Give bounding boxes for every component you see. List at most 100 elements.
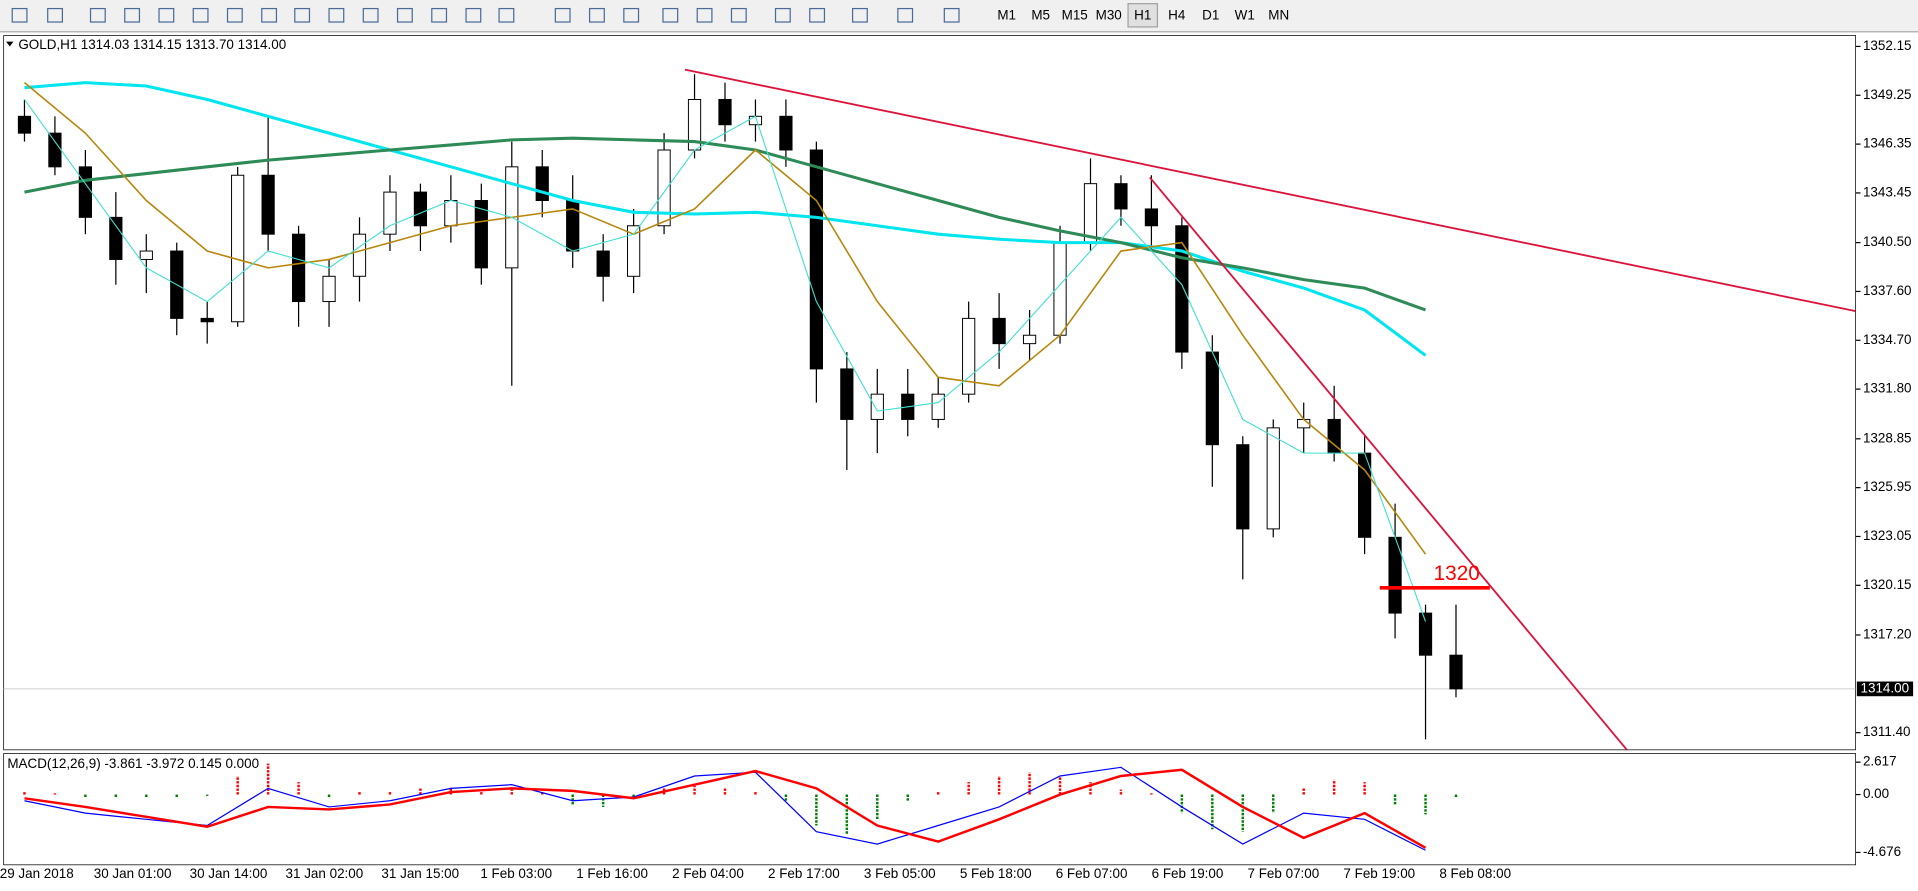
candle-body [78,166,92,218]
timeframe-button[interactable]: H1 [1134,7,1151,22]
candle-body [1449,654,1463,690]
candle-body [1418,612,1433,656]
toolbar-icon [294,7,311,23]
candle-body [535,166,549,202]
y-tick-label: 1337.60 [1863,283,1912,298]
toolbar-icon [431,7,448,23]
toolbar-icon [226,7,243,23]
toolbar-icon [465,7,482,23]
x-tick-label: 2 Feb 04:00 [672,866,744,881]
candle-body [1266,427,1280,530]
y-tick-label: 1325.95 [1863,479,1912,494]
y-tick-label: 1331.80 [1863,381,1912,396]
toolbar-icon [89,7,106,23]
x-tick-label: 30 Jan 14:00 [190,866,268,881]
toolbar-icon [498,7,515,23]
timeframe-button[interactable]: H4 [1168,7,1186,22]
candle-body [291,233,306,303]
candle-body [322,275,336,303]
candle-body [1236,444,1250,530]
y-tick-label: 1320.15 [1863,577,1912,592]
x-tick-label: 31 Jan 15:00 [381,866,459,881]
candle-body [1205,351,1219,446]
candle-body [931,393,945,420]
candle-body [596,250,610,277]
x-tick-label: 6 Feb 07:00 [1056,866,1128,881]
toolbar-icon [774,7,791,23]
x-tick-label: 2 Feb 17:00 [768,866,840,881]
y-tick-label: 1346.35 [1863,136,1912,151]
timeframe-button[interactable]: M1 [997,7,1016,22]
candle-body [1022,334,1037,345]
toolbar-icon [623,7,640,23]
current-price-label: 1314.00 [1861,680,1910,695]
candle-body [383,191,397,235]
candle-body [840,368,854,420]
candle-body [474,200,488,269]
x-tick-label: 1 Feb 16:00 [576,866,648,881]
macd-line [24,768,1427,849]
moving-average [23,82,1427,555]
y-tick-label: 1343.45 [1863,184,1912,199]
x-tick-label: 1 Feb 03:00 [480,866,552,881]
toolbar-icon [588,7,605,23]
moving-average [24,81,1427,357]
candle-body [109,216,123,260]
toolbar-icon [809,7,826,23]
timeframe-button[interactable]: D1 [1202,7,1219,22]
timeframe-button[interactable]: M30 [1096,7,1122,22]
candle-body [779,115,793,151]
candle-body [139,250,153,260]
candle-body [657,149,671,227]
candle-body [992,317,1006,345]
macd-y-tick-label: -4.676 [1863,844,1901,859]
toolbar-icon [158,7,175,23]
candle-body [718,98,732,126]
toolbar-icon [730,7,747,23]
candle-body [627,225,641,277]
toolbar-icon [554,7,571,23]
y-tick-label: 1323.05 [1863,528,1912,543]
candle-body [566,200,580,252]
x-tick-label: 3 Feb 05:00 [864,866,936,881]
y-tick-label: 1328.85 [1863,430,1912,445]
timeframe-button[interactable]: M5 [1031,7,1050,22]
candle-body [200,317,214,323]
x-tick-label: 7 Feb 07:00 [1248,866,1320,881]
candle-body [1114,183,1128,210]
candle-body [1083,183,1098,244]
toolbar-icon [328,7,345,23]
symbol-label: GOLD,H1 [18,37,77,52]
x-tick-label: 5 Feb 18:00 [960,866,1032,881]
x-tick-label: 6 Feb 19:00 [1152,866,1224,881]
y-tick-label: 1311.40 [1863,724,1911,739]
panel-menu-arrow[interactable] [6,41,14,47]
macd-line [24,766,1426,851]
x-tick-label: 8 Feb 08:00 [1439,866,1511,881]
candle-body [261,174,275,235]
macd-y-tick-label: 2.617 [1863,754,1897,769]
timeframe-button[interactable]: W1 [1235,7,1255,22]
macd-panel [3,753,1856,866]
timeframe-button[interactable]: M15 [1062,7,1088,22]
y-tick-label: 1334.70 [1863,332,1912,347]
toolbar-icon [851,7,868,23]
candle-body [809,149,823,370]
toolbar-icon [943,7,960,23]
x-tick-label: 31 Jan 02:00 [286,866,364,881]
y-tick-label: 1349.25 [1863,87,1912,102]
toolbar-icon [396,7,413,23]
moving-average [24,99,1427,622]
toolbar-icon [192,7,209,23]
candle-body [17,115,32,134]
timeframe-button[interactable]: MN [1268,7,1289,22]
toolbar-icon [662,7,679,23]
toolbar-icon [124,7,141,23]
current-price-tag [1856,681,1914,697]
trendline [684,68,1856,313]
trendline [1149,176,1628,751]
quote-label: 1314.03 1314.15 1313.70 1314.00 [81,37,287,52]
candle-body [1175,225,1189,353]
